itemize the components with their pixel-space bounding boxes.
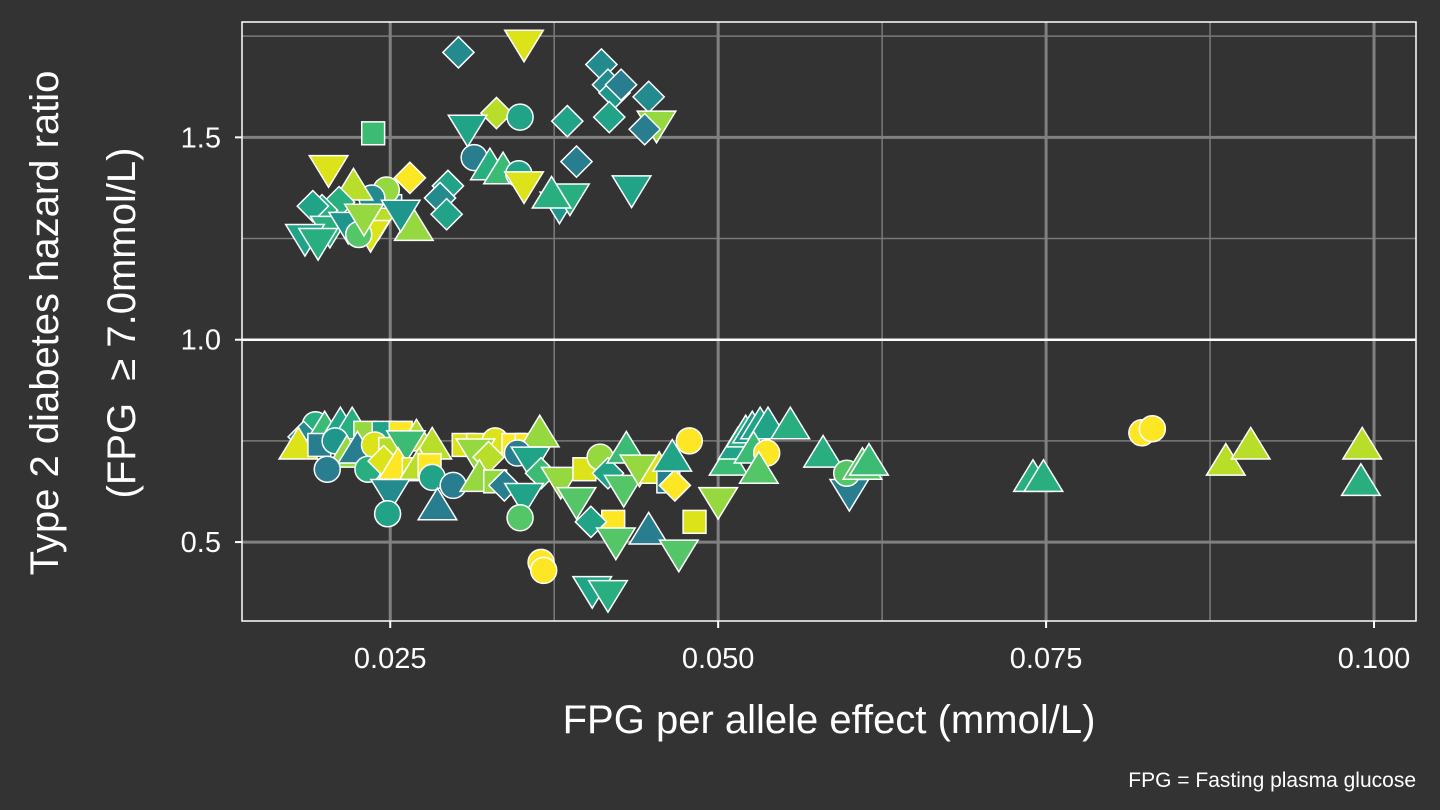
- grid-layer: [242, 22, 1416, 621]
- data-point: [385, 430, 427, 464]
- data-point: [769, 405, 811, 440]
- data-point: [373, 499, 402, 528]
- data-point: [559, 144, 594, 179]
- data-point: [574, 505, 608, 539]
- data-point: [313, 455, 342, 483]
- data-point: [506, 103, 534, 131]
- data-point: [296, 189, 330, 223]
- data-point: [1341, 425, 1383, 460]
- data-point: [439, 471, 467, 500]
- data-point: [369, 478, 411, 513]
- x-axis-title: FPG per allele effect (mmol/L): [563, 698, 1096, 742]
- data-point: [1230, 425, 1272, 460]
- data-point: [697, 486, 739, 521]
- data-point: [360, 121, 386, 146]
- data-point: [675, 427, 704, 455]
- data-point: [591, 456, 625, 490]
- data-point: [658, 539, 700, 574]
- data-point: [628, 112, 662, 146]
- data-point: [479, 96, 514, 130]
- data-point: [416, 486, 459, 521]
- x-tick-label: 0.100: [1338, 643, 1411, 675]
- data-point: [651, 438, 693, 472]
- data-point: [503, 171, 545, 205]
- data-point: [506, 504, 534, 532]
- data-point: [802, 434, 844, 468]
- data-point: [529, 556, 558, 585]
- data-point: [555, 486, 598, 521]
- data-point: [540, 466, 582, 501]
- x-tick-label: 0.075: [1010, 643, 1083, 675]
- data-point: [307, 154, 350, 189]
- data-point: [848, 442, 890, 476]
- data-point: [503, 29, 545, 64]
- data-point: [682, 509, 707, 535]
- data-point: [429, 197, 464, 231]
- data-point: [441, 35, 476, 70]
- data-point: [343, 203, 385, 238]
- y-axis-title: Type 2 diabetes hazard ratio (FPG ≥ 7.0m…: [23, 71, 144, 576]
- data-point: [592, 100, 626, 134]
- x-tick-label: 0.025: [354, 643, 427, 675]
- data-point: [587, 579, 629, 614]
- data-point: [603, 474, 645, 509]
- y-tick-label: 1.5: [181, 122, 221, 154]
- data-point: [610, 175, 653, 209]
- axis-layer: 0.025 0.050 0.075 0.100 0.5 1.0 1.5: [181, 122, 1411, 675]
- data-point: [595, 527, 637, 562]
- y-tick-label: 1.0: [181, 325, 221, 357]
- y-axis-title-line2: (FPG ≥ 7.0mmol/L): [100, 148, 144, 499]
- data-point: [550, 104, 584, 138]
- data-point: [487, 468, 522, 503]
- data-point: [380, 199, 422, 234]
- points-layer: [277, 29, 1383, 614]
- data-point: [1138, 415, 1167, 443]
- data-point: [658, 468, 692, 503]
- data-point: [530, 175, 573, 209]
- data-point: [1022, 458, 1065, 493]
- data-point: [627, 510, 670, 545]
- data-point: [604, 68, 638, 102]
- caption: FPG = Fasting plasma glucose: [1128, 769, 1416, 792]
- data-point: [393, 161, 427, 195]
- data-point: [297, 227, 339, 262]
- y-tick-label: 0.5: [181, 527, 221, 559]
- data-point: [1340, 462, 1382, 497]
- data-point: [503, 482, 545, 517]
- y-axis-title-line1: Type 2 diabetes hazard ratio: [23, 71, 67, 576]
- panel-border: [241, 21, 1417, 622]
- data-point: [738, 450, 780, 485]
- x-tick-label: 0.050: [682, 643, 755, 675]
- data-point: [446, 114, 489, 149]
